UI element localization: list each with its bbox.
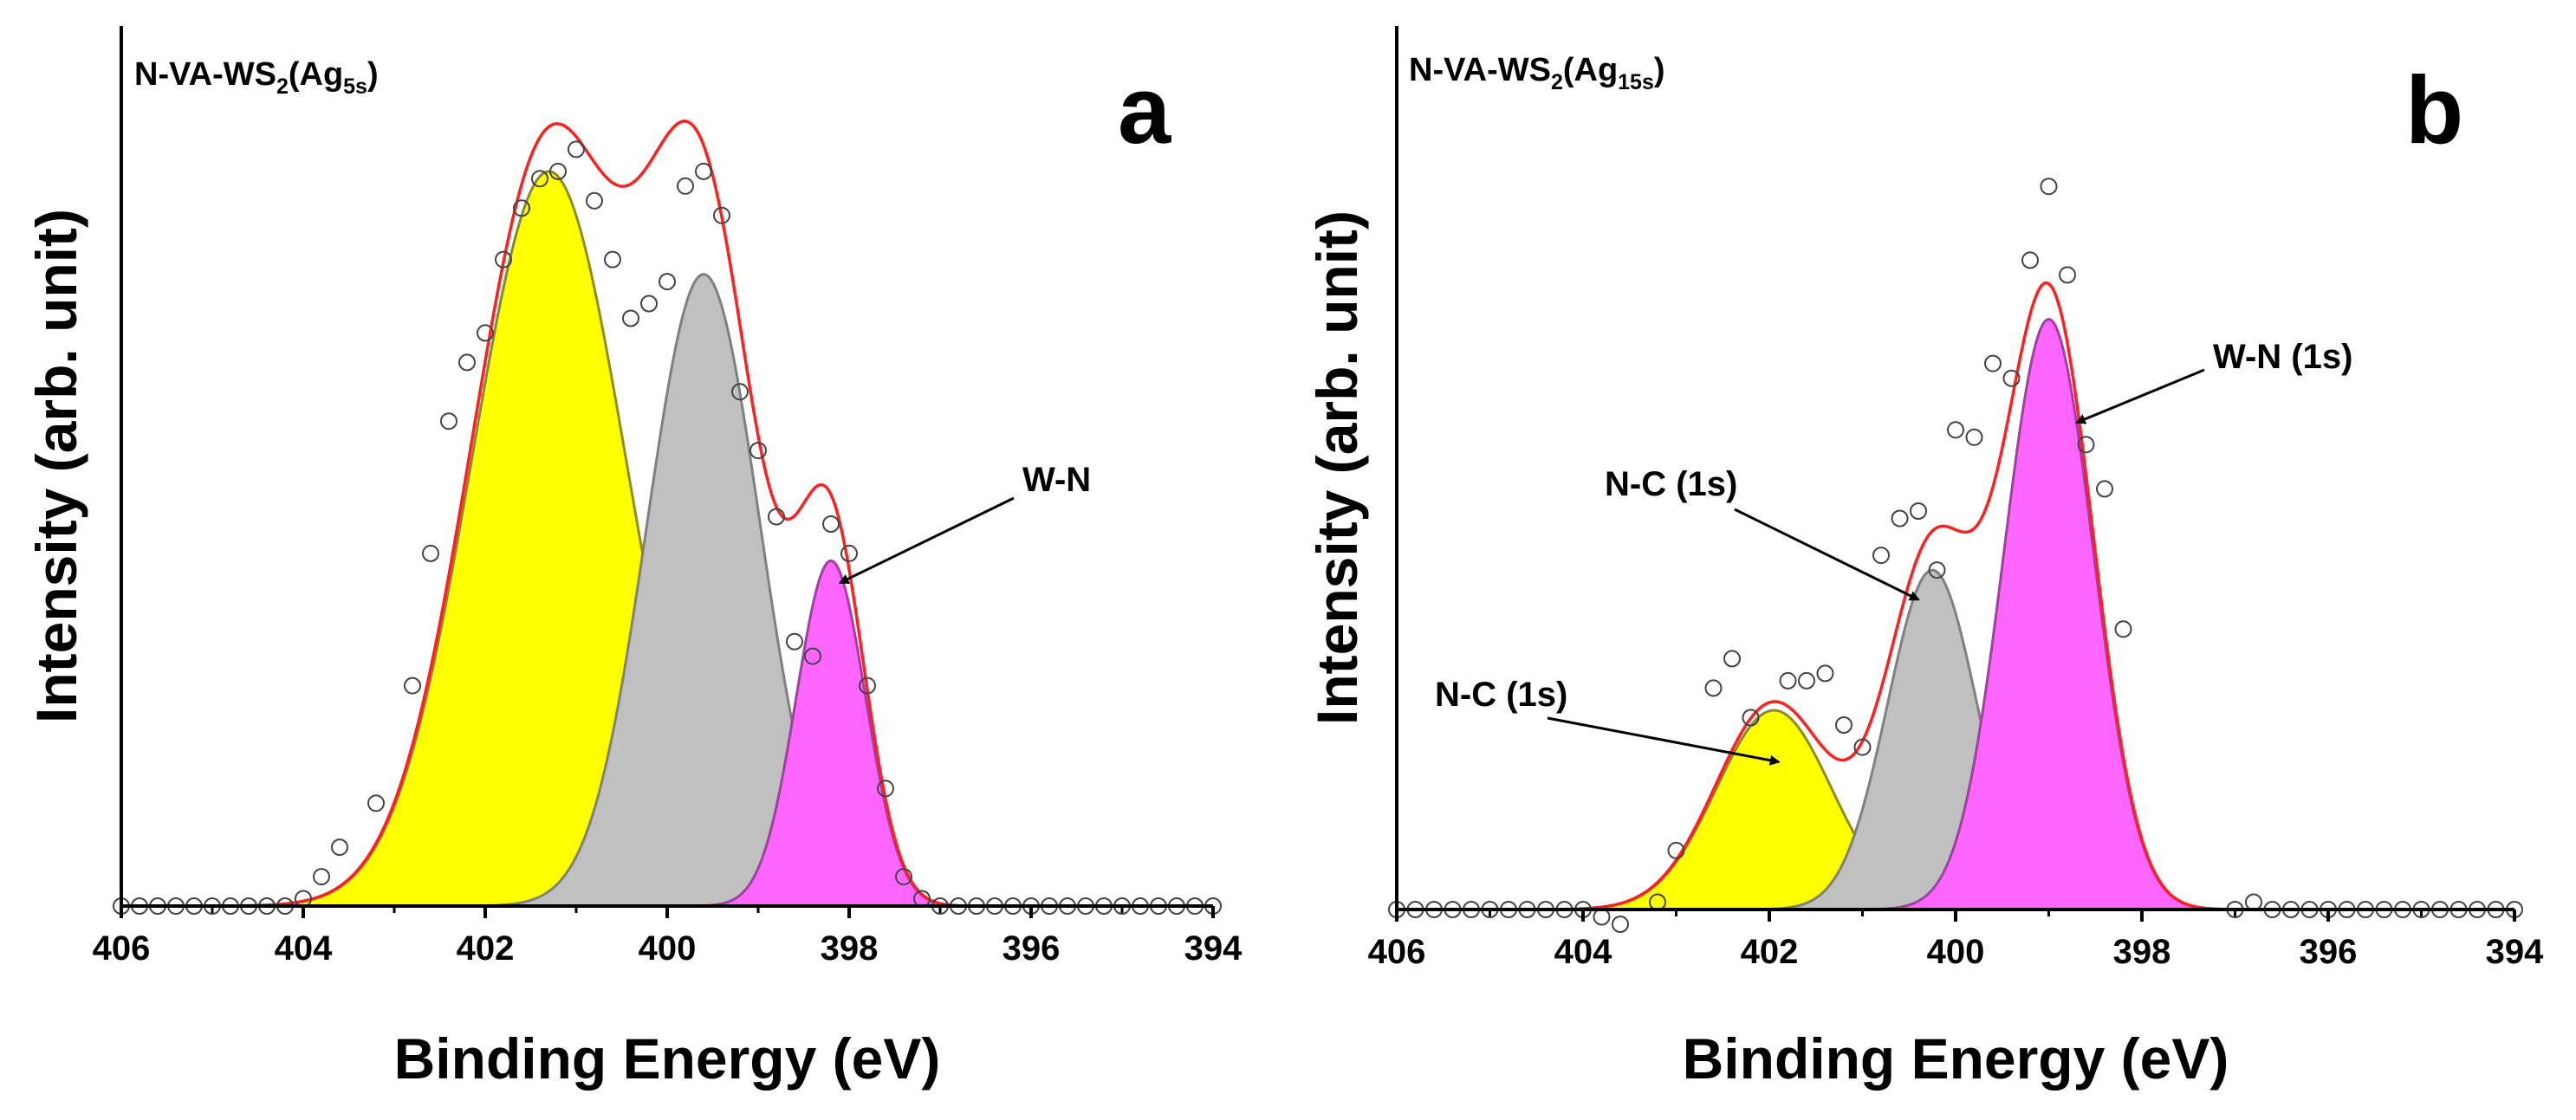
data-point (1723, 650, 1741, 668)
annotation-label: N-C (1s) (1435, 676, 1567, 714)
data-point (331, 838, 348, 857)
data-point (822, 515, 840, 533)
data-point (877, 780, 894, 798)
data-point (895, 868, 912, 886)
data-point (549, 162, 567, 180)
data-point (2002, 369, 2021, 387)
data-point (695, 162, 712, 180)
annotation-arrow (1734, 508, 1920, 601)
data-point (495, 250, 512, 269)
data-point (1835, 716, 1853, 734)
data-point (1928, 561, 1946, 579)
data-point (1891, 509, 1909, 528)
x-axis-title: Binding Energy (eV) (1683, 1026, 2229, 1091)
x-tick-label: 400 (1927, 933, 1985, 971)
panel-letter: b (2405, 57, 2463, 164)
data-point (513, 199, 530, 217)
x-tick-label: 404 (1554, 933, 1612, 971)
data-point (749, 442, 767, 460)
x-axis-title: Binding Energy (eV) (394, 1026, 941, 1091)
data-point (1816, 664, 1834, 683)
data-point (1872, 547, 1890, 565)
data-point (1910, 502, 1927, 520)
annotation-label: W-N (1s) (2213, 338, 2352, 376)
data-point (404, 677, 421, 695)
annotation-arrow (1547, 716, 1781, 766)
panel-letter: a (1118, 57, 1171, 164)
x-tick-label: 398 (2113, 933, 2171, 971)
data-point (804, 647, 821, 665)
y-axis-title: Intensity (arb. unit) (1305, 210, 1369, 725)
panel-a: 406 404 402 400 398 396 394 Binding Energy (eV)… (24, 26, 1243, 1091)
data-point (1704, 679, 1723, 697)
data-point (622, 309, 639, 327)
y-axis-title: Intensity (arb. unit) (24, 209, 88, 723)
data-point (640, 295, 658, 313)
data-point (786, 632, 803, 651)
data-point (731, 383, 749, 401)
data-point (1984, 354, 2002, 372)
x-tick-label: 406 (93, 929, 151, 968)
xps-chart-b: 406 404 402 400 398 396 394 Binding Energy (eV)… (1305, 26, 2544, 1091)
data-point (422, 544, 439, 562)
data-point (458, 353, 476, 372)
data-point (1779, 671, 1797, 689)
x-tick-label: 396 (2300, 933, 2358, 971)
data-point (713, 206, 730, 224)
data-point (531, 170, 548, 188)
data-point (367, 794, 385, 812)
x-tick-label: 406 (1368, 933, 1426, 971)
data-point (768, 508, 785, 526)
annotation-arrow (838, 496, 1015, 585)
data-point (2040, 178, 2058, 196)
data-point (1742, 709, 1760, 727)
data-point (677, 177, 694, 195)
data-point (1798, 671, 1815, 689)
data-point (1965, 428, 1983, 446)
data-point (2114, 620, 2132, 638)
x-tick-label: 402 (457, 929, 515, 968)
annotation-label: W-N (1022, 461, 1091, 499)
data-point (2245, 893, 2262, 911)
data-point (2096, 480, 2113, 498)
annotation-arrow (2074, 368, 2205, 424)
annotation-label: N-C (1s) (1605, 465, 1737, 503)
x-tick-label: 400 (639, 929, 697, 968)
x-tick-label: 394 (1184, 929, 1243, 968)
data-point (2077, 436, 2095, 454)
x-tick-label: 398 (821, 929, 879, 968)
xps-chart-a: 406 404 402 400 398 396 394 Binding Energy (eV)… (24, 26, 1243, 1091)
data-point (659, 273, 676, 291)
data-point (568, 140, 585, 159)
data-point (2021, 251, 2039, 269)
data-point (604, 250, 621, 269)
data-point (313, 868, 330, 886)
data-point (1667, 841, 1685, 859)
data-point (1853, 738, 1872, 756)
peak-2-area (121, 273, 1213, 908)
data-point (859, 677, 876, 695)
x-tick-label: 396 (1002, 929, 1061, 968)
data-point (1593, 908, 1611, 926)
sample-label: N-VA-WS2(Ag15s) (1409, 52, 1665, 94)
data-point (440, 412, 457, 431)
data-point (586, 191, 603, 210)
x-tick-label: 404 (275, 929, 333, 968)
sample-label: N-VA-WS2(Ag5s) (134, 56, 379, 99)
data-point (840, 544, 858, 562)
data-point (1947, 421, 1964, 439)
panel-b: 406 404 402 400 398 396 394 Binding Energy (eV)… (1288, 0, 2576, 1120)
data-point (2059, 266, 2076, 284)
data-point (1612, 916, 1629, 933)
x-tick-label: 402 (1741, 933, 1799, 971)
x-tick-label: 394 (2486, 933, 2544, 971)
data-point (477, 324, 494, 342)
